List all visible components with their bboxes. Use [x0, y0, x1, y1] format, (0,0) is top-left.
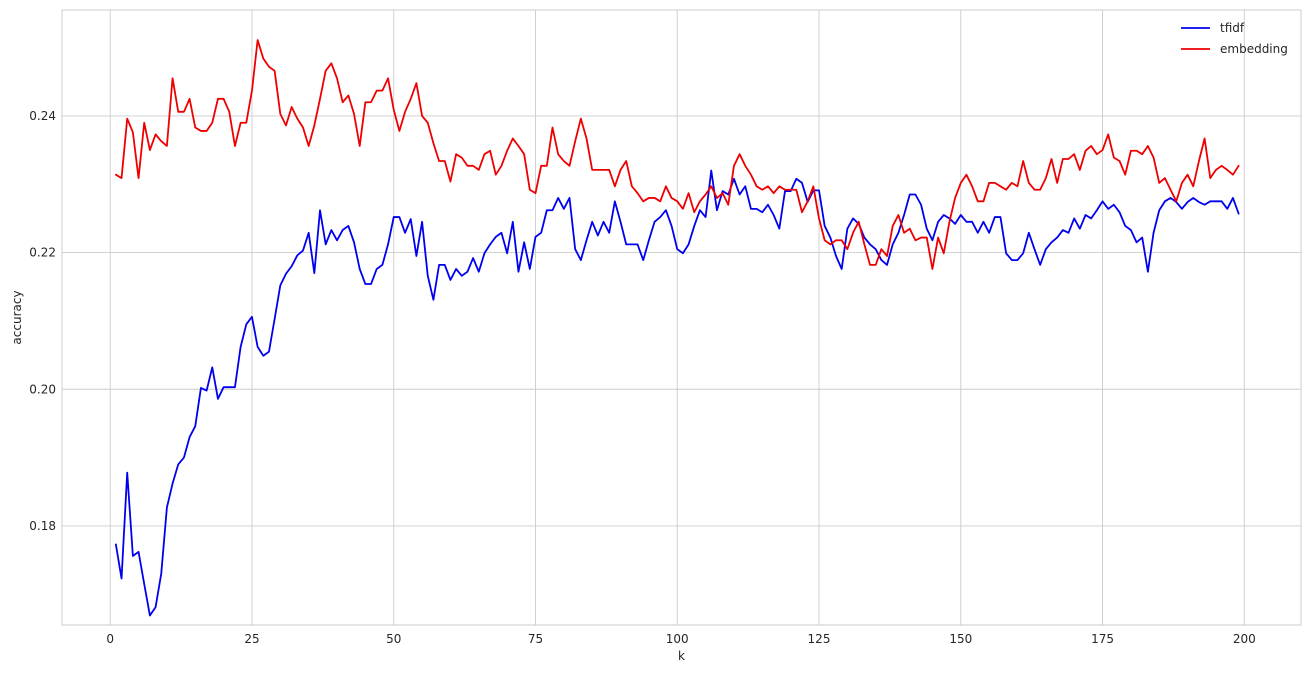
series-lines — [114, 39, 1240, 617]
legend-label-embedding: embedding — [1220, 42, 1288, 56]
x-tick-label: 150 — [949, 632, 972, 646]
x-tick-label: 75 — [528, 632, 543, 646]
y-tick-label: 0.24 — [29, 109, 56, 123]
x-tick-label: 0 — [106, 632, 114, 646]
x-tick-label: 175 — [1091, 632, 1114, 646]
legend-label-tfidf: tfidf — [1220, 21, 1245, 35]
plot-frame — [61, 9, 1302, 626]
x-tick-labels: 0 25 50 75 100 125 150 175 200 — [106, 632, 1255, 646]
y-axis-label: accuracy — [10, 290, 24, 344]
y-tick-label: 0.18 — [29, 519, 56, 533]
x-tick-label: 200 — [1233, 632, 1256, 646]
x-tick-label: 125 — [808, 632, 831, 646]
x-axis-label: k — [678, 649, 685, 663]
x-tick-label: 50 — [386, 632, 401, 646]
y-tick-labels: 0.18 0.20 0.22 0.24 — [29, 109, 56, 533]
series-line-tfidf — [114, 169, 1240, 617]
series-line-embedding — [114, 39, 1240, 270]
x-tick-label: 25 — [244, 632, 259, 646]
legend: tfidf embedding — [1181, 21, 1288, 56]
y-tick-label: 0.22 — [29, 246, 56, 260]
y-tick-label: 0.20 — [29, 382, 56, 396]
x-tick-label: 100 — [666, 632, 689, 646]
